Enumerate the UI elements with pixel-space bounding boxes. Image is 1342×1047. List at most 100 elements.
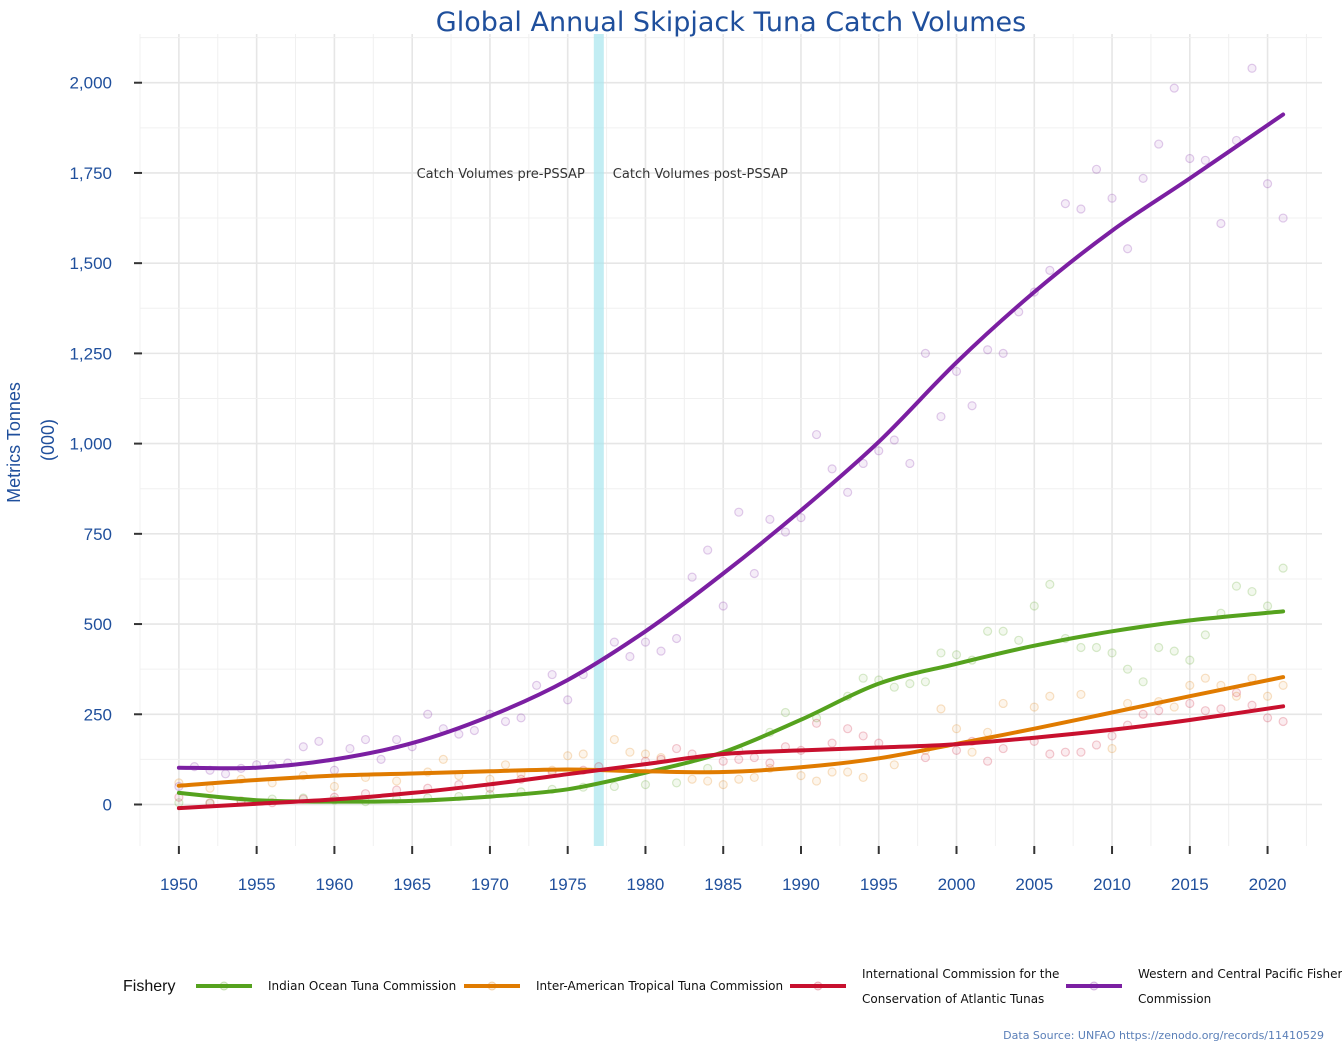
pssap-marker-line	[593, 34, 604, 846]
data-point	[1278, 680, 1288, 691]
data-point	[951, 650, 962, 660]
data-point	[625, 651, 635, 662]
legend: Fishery Indian Ocean Tuna Commission Inte…	[123, 967, 1342, 1006]
data-point	[811, 429, 822, 440]
data-point	[1154, 139, 1164, 149]
data-point	[1231, 688, 1242, 698]
y-tick-label: 250	[84, 705, 112, 724]
data-point	[983, 626, 993, 636]
data-point	[1262, 713, 1273, 723]
trend-line-series-0	[176, 609, 1286, 804]
trend-lines	[176, 112, 1286, 811]
data-point	[1060, 199, 1070, 209]
data-point	[469, 725, 479, 736]
data-point	[1247, 63, 1257, 73]
data-point	[858, 673, 868, 683]
legend-swatch-point	[487, 981, 497, 991]
data-point	[1216, 218, 1226, 229]
data-point	[1200, 706, 1210, 716]
data-point	[1107, 731, 1117, 741]
data-point	[640, 637, 651, 647]
data-point	[889, 760, 899, 770]
data-point	[1045, 265, 1055, 275]
data-source-caption: Data Source: UNFAO https://zenodo.org/re…	[1003, 1029, 1324, 1042]
data-point	[1029, 702, 1039, 712]
data-point	[423, 709, 433, 719]
data-point	[1231, 581, 1242, 591]
data-point	[1200, 155, 1210, 165]
data-point	[889, 435, 899, 445]
chart-title: Global Annual Skipjack Tuna Catch Volume…	[436, 7, 1026, 38]
x-tick-label: 1985	[704, 875, 742, 894]
data-point	[345, 743, 355, 754]
data-point	[1060, 747, 1070, 757]
data-point	[1262, 601, 1273, 611]
data-point	[874, 446, 884, 456]
y-tick-label: 1,500	[69, 254, 112, 273]
trend-line-series-1	[176, 675, 1286, 788]
data-point	[858, 458, 868, 469]
grid	[139, 34, 1322, 846]
data-point	[936, 648, 946, 658]
data-point	[1138, 173, 1148, 183]
data-point	[656, 646, 666, 656]
data-point	[1091, 164, 1102, 174]
data-point	[1107, 743, 1117, 754]
data-point	[951, 745, 962, 755]
data-point	[1200, 630, 1210, 640]
legend-swatch-point	[1089, 981, 1099, 991]
data-point	[438, 754, 448, 764]
data-point	[454, 729, 464, 739]
data-point	[1122, 664, 1133, 674]
x-tick-label: 1990	[782, 875, 820, 894]
data-point	[1076, 747, 1086, 757]
data-point	[920, 677, 931, 687]
data-point	[1045, 579, 1055, 589]
data-point	[936, 411, 946, 422]
data-point	[827, 767, 837, 777]
legend-item-0: Indian Ocean Tuna Commission	[196, 979, 456, 993]
x-tick-label: 2005	[1015, 875, 1053, 894]
data-point	[220, 769, 231, 779]
data-point	[1169, 646, 1179, 656]
data-point	[1231, 691, 1242, 701]
data-point	[687, 572, 697, 582]
data-point	[905, 678, 915, 689]
data-point	[983, 756, 993, 766]
data-point	[500, 716, 511, 727]
data-point	[858, 731, 868, 741]
y-axis-label-line-2: (000)	[38, 419, 58, 461]
data-point	[983, 345, 993, 355]
legend-label: Commission	[1138, 992, 1211, 1006]
x-tick-label: 1975	[549, 875, 587, 894]
data-point	[951, 366, 962, 377]
data-point	[1076, 204, 1086, 214]
data-point	[718, 756, 728, 766]
legend-swatch-point	[219, 981, 229, 991]
data-point	[563, 695, 573, 705]
y-tick-label: 750	[84, 525, 112, 544]
data-point	[609, 781, 619, 792]
legend-label: Inter-American Tropical Tuna Commission	[536, 979, 783, 993]
legend-item-1: Inter-American Tropical Tuna Commission	[464, 979, 783, 993]
data-point	[858, 772, 868, 783]
y-tick-label: 1,000	[69, 435, 112, 454]
data-point	[780, 707, 791, 718]
data-point	[314, 736, 324, 746]
data-point	[1185, 680, 1195, 691]
data-point	[671, 778, 682, 788]
data-point	[625, 747, 635, 757]
data-point	[967, 747, 977, 757]
x-tick-label: 2020	[1249, 875, 1287, 894]
data-point	[1154, 642, 1164, 653]
data-point	[1122, 698, 1133, 709]
data-point	[734, 774, 744, 784]
annotation-post-pssap: Catch Volumes post-PSSAP	[613, 167, 788, 182]
y-axis-label-line-1: Metrics Tonnes	[4, 382, 24, 503]
data-point	[718, 780, 728, 790]
legend-label: International Commission for the	[862, 967, 1059, 981]
data-point	[298, 742, 308, 752]
data-point	[1122, 244, 1133, 254]
data-point	[1185, 153, 1195, 164]
x-tick-label: 1970	[471, 875, 509, 894]
